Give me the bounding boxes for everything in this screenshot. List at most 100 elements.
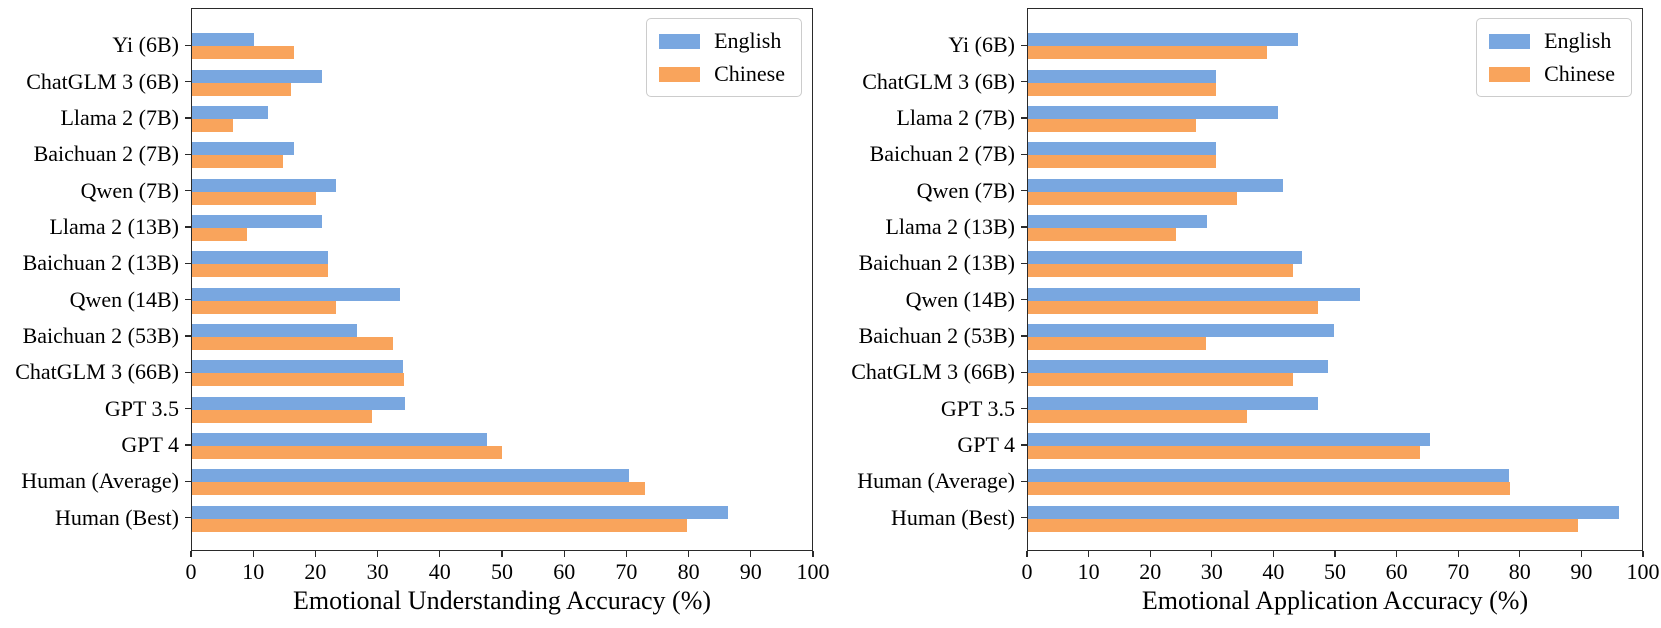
y-tick-mark [1021, 298, 1027, 301]
y-axis-label: Baichuan 2 (7B) [869, 141, 1015, 167]
x-tick-mark [1334, 551, 1336, 557]
y-tick-mark [185, 153, 191, 155]
x-axis-title: Emotional Application Accuracy (%) [1141, 586, 1529, 615]
legend-label-chinese: Chinese [1544, 61, 1615, 86]
legend-row-english: English [1489, 29, 1615, 53]
y-axis-label: Human (Average) [21, 468, 179, 494]
x-tick-mark [1457, 551, 1459, 557]
bar-english [1028, 505, 1620, 519]
bar-chinese [192, 409, 372, 423]
bar-chinese [192, 518, 687, 532]
x-tick-mark [563, 551, 565, 557]
y-axis-label: Qwen (7B) [916, 177, 1015, 203]
bar-chinese [1028, 518, 1579, 532]
bar-english [192, 360, 404, 374]
y-axis-label: Qwen (14B) [69, 286, 179, 312]
bar-chinese [192, 373, 405, 387]
bar-chinese [1028, 227, 1176, 241]
x-tick-mark [625, 551, 628, 557]
y-axis-label: Qwen (14B) [905, 286, 1015, 312]
x-axis-title: Emotional Understanding Accuracy (%) [292, 586, 712, 615]
x-tick-label: 100 [1626, 559, 1660, 584]
y-axis-label: Human (Average) [857, 468, 1015, 494]
y-tick-mark [185, 480, 191, 483]
x-tick-mark [501, 551, 503, 557]
x-tick-label: 60 [553, 559, 576, 584]
plot-area-application: English Chinese [1027, 8, 1643, 551]
x-tick-mark [1149, 551, 1151, 557]
bar-english [1028, 360, 1329, 374]
legend-row-chinese: Chinese [659, 62, 785, 86]
bar-chinese [192, 191, 316, 205]
bar-chinese [1028, 482, 1510, 496]
y-axis-label: Baichuan 2 (13B) [858, 250, 1015, 276]
x-tick-label: 70 [615, 559, 638, 584]
x-tick-mark [1642, 551, 1644, 557]
y-tick-mark [1021, 407, 1027, 410]
x-tick-label: 20 [304, 559, 327, 584]
y-tick-mark [1021, 117, 1027, 119]
x-tick-mark [1272, 551, 1275, 557]
y-axis-label: GPT 4 [957, 432, 1015, 458]
bar-english [192, 287, 401, 301]
chart-emotional-understanding: English Chinese Emotional Understanding … [0, 0, 830, 628]
y-tick-mark [1021, 517, 1027, 519]
x-tick-label: 0 [1021, 559, 1033, 584]
x-tick-label: 90 [739, 559, 762, 584]
bar-chinese [1028, 264, 1293, 278]
y-tick-mark [1021, 226, 1027, 228]
bars-container [1028, 9, 1642, 550]
bar-chinese [192, 482, 645, 496]
y-tick-mark [1021, 153, 1027, 155]
x-tick-label: 40 [1262, 559, 1285, 584]
bar-chinese [192, 446, 502, 460]
y-axis-label: Human (Best) [54, 504, 179, 530]
y-axis-label: GPT 3.5 [940, 395, 1015, 421]
x-tick-mark [687, 551, 690, 557]
y-tick-mark [185, 298, 191, 301]
bar-english [1028, 287, 1360, 301]
bar-chinese [192, 264, 329, 278]
legend: English Chinese [1476, 18, 1632, 97]
bar-english [1028, 433, 1430, 447]
y-axis-label: Llama 2 (7B) [896, 104, 1015, 130]
y-tick-mark [1021, 335, 1027, 337]
bar-english [192, 69, 323, 83]
x-tick-mark [1087, 551, 1090, 557]
x-tick-label: 90 [1570, 559, 1593, 584]
y-tick-mark [185, 44, 191, 46]
bar-chinese [1028, 300, 1319, 314]
x-tick-mark [1519, 551, 1521, 557]
y-tick-mark [1021, 44, 1027, 46]
bar-english [1028, 324, 1335, 337]
legend: English Chinese [646, 18, 802, 97]
x-tick-label: 40 [428, 559, 451, 584]
bar-chinese [192, 155, 284, 169]
y-axis-label: Yi (6B) [948, 32, 1015, 58]
bar-chinese [192, 118, 233, 132]
bar-english [1028, 469, 1510, 483]
x-tick-mark [190, 551, 192, 557]
bar-chinese [1028, 373, 1293, 387]
y-axis-label: Llama 2 (7B) [60, 104, 179, 130]
bar-english [1028, 33, 1299, 47]
y-tick-mark [185, 444, 191, 446]
y-tick-mark [1021, 444, 1027, 446]
x-tick-label: 20 [1139, 559, 1162, 584]
x-tick-label: 80 [677, 559, 700, 584]
y-tick-mark [185, 117, 191, 119]
y-tick-mark [185, 262, 191, 265]
y-tick-mark [185, 407, 191, 410]
x-tick-label: 30 [366, 559, 389, 584]
y-tick-mark [1021, 189, 1027, 192]
legend-label-chinese: Chinese [714, 61, 785, 86]
bar-english [1028, 69, 1217, 83]
bar-english [1028, 396, 1319, 410]
x-tick-mark [750, 551, 752, 557]
y-axis-label: ChatGLM 3 (6B) [862, 68, 1015, 94]
x-tick-label: 70 [1447, 559, 1470, 584]
y-axis-label: Qwen (7B) [80, 177, 179, 203]
x-tick-mark [1395, 551, 1398, 557]
x-tick-label: 60 [1385, 559, 1408, 584]
bar-english [1028, 105, 1278, 119]
